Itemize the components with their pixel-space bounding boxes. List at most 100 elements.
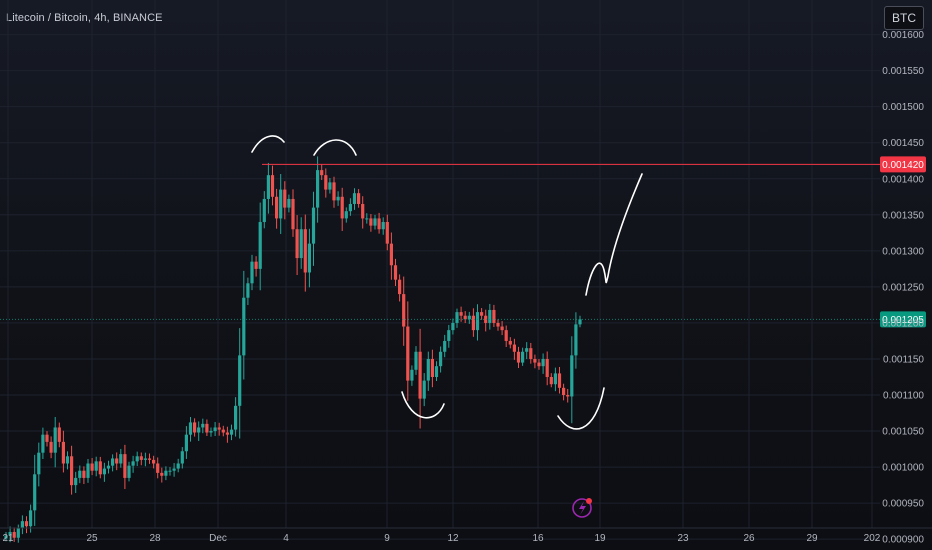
candle-body	[168, 470, 172, 472]
candle-body	[172, 468, 176, 471]
candle-body	[131, 461, 135, 466]
candle-body	[184, 434, 188, 452]
candle-body	[537, 362, 541, 367]
candle-body	[340, 196, 344, 219]
candle-body	[201, 423, 205, 428]
candle-body	[254, 261, 258, 269]
candle-body	[221, 429, 225, 433]
x-tick-label: 4	[283, 533, 289, 544]
currency-button[interactable]: BTC	[884, 6, 924, 30]
candle-body	[238, 355, 242, 406]
y-tick-label: 0.001600	[882, 30, 924, 41]
candle-body	[332, 182, 336, 201]
candle-body	[209, 431, 213, 433]
chart-title: Litecoin / Bitcoin, 4h, BINANCE	[6, 12, 163, 24]
candle-body	[410, 369, 414, 381]
candle-body	[205, 423, 209, 433]
candle-body	[393, 265, 398, 280]
candle-body	[508, 340, 512, 345]
candle-body	[533, 358, 537, 363]
candle-body	[529, 348, 533, 359]
candle-body	[74, 477, 78, 486]
candle-body	[578, 319, 582, 325]
candle-body	[389, 243, 393, 266]
y-tick-label: 0.001000	[882, 463, 924, 474]
candle-body	[164, 470, 168, 476]
candle-body	[287, 198, 291, 208]
top-arc-right	[313, 139, 357, 156]
candle-body	[328, 182, 332, 190]
candle-body	[344, 211, 348, 219]
candle-body	[557, 373, 562, 388]
candle-body	[455, 312, 459, 323]
x-tick-label: 25	[86, 533, 98, 544]
candle-body	[451, 322, 455, 331]
lightning-bolt-icon[interactable]	[572, 498, 592, 518]
candle-body	[115, 458, 119, 464]
candle-body	[570, 355, 574, 397]
candle-body	[139, 456, 143, 460]
candle-body	[439, 351, 443, 367]
candle-body	[307, 243, 311, 273]
candle-body	[545, 358, 549, 377]
candle-body	[94, 461, 98, 471]
candle-body	[492, 309, 496, 323]
candle-body	[488, 309, 492, 323]
candle-body	[225, 432, 229, 435]
y-tick-label: 0.001200	[882, 318, 924, 329]
candle-body	[266, 175, 270, 199]
y-tick-label: 0.001150	[883, 354, 924, 365]
candle-body	[500, 326, 504, 331]
candle-body	[562, 387, 566, 396]
candle-body	[90, 463, 94, 471]
axes: 0.000900 0.000950 0.001000 0.001050 0.001100…	[0, 30, 932, 546]
candle-body	[123, 454, 127, 478]
candle-body	[152, 459, 156, 464]
candle-body	[127, 465, 131, 478]
candle-body	[320, 170, 324, 176]
candle-body	[484, 315, 488, 323]
price-badge-label: 0.001205	[882, 315, 924, 326]
x-tick-label: Dec	[209, 533, 227, 544]
candle-body	[357, 193, 361, 204]
candle-body	[111, 458, 115, 466]
x-tick-label: 19	[594, 533, 606, 544]
candle-body	[475, 312, 480, 331]
candle-body	[143, 458, 147, 460]
candle-body	[275, 196, 279, 219]
candle-body	[521, 351, 525, 363]
candle-body	[496, 322, 500, 327]
candle-body	[12, 531, 16, 538]
candle-body	[516, 351, 521, 363]
x-tick-label: 9	[384, 533, 390, 544]
x-tick-label: 21	[2, 533, 14, 544]
candle-body	[188, 422, 193, 435]
price-badge-label: 0.001420	[882, 160, 924, 171]
candle-body	[311, 207, 316, 244]
candle-body	[348, 203, 352, 212]
candle-body	[70, 456, 74, 486]
candle-body	[402, 294, 406, 327]
candle-body	[197, 427, 201, 433]
candle-body	[447, 330, 451, 341]
candle-body	[426, 358, 430, 381]
candle-body	[373, 218, 377, 226]
price-badge	[880, 311, 926, 328]
drawings	[251, 135, 643, 430]
y-tick-label: 0.001550	[882, 66, 924, 77]
candle-body	[291, 198, 295, 230]
y-tick-label: 0.001350	[882, 210, 924, 221]
y-tick-label: 0.001050	[882, 427, 924, 438]
candle-body	[193, 422, 197, 433]
candle-body	[303, 229, 307, 273]
y-tick-label: 0.001250	[882, 282, 924, 293]
y-tick-label: 0.001500	[882, 102, 924, 113]
candle-body	[270, 175, 275, 197]
candle-body	[217, 427, 221, 430]
candle-body	[229, 429, 234, 435]
candle-body	[250, 261, 254, 284]
candle-body	[422, 380, 426, 399]
candle-body	[234, 405, 238, 430]
candle-body	[180, 451, 184, 464]
